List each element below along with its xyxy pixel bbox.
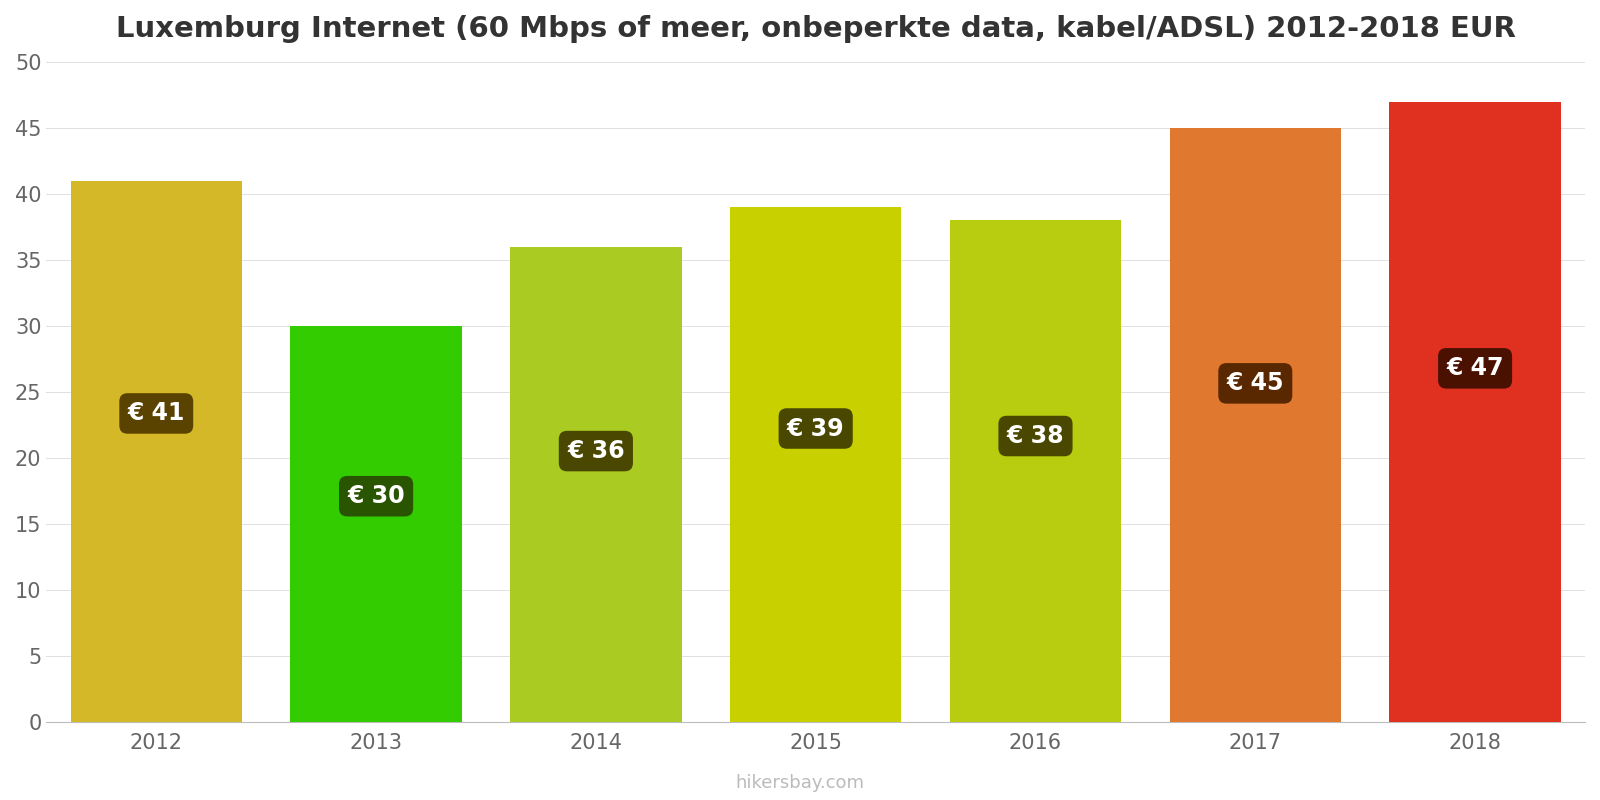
Title: Luxemburg Internet (60 Mbps of meer, onbeperkte data, kabel/ADSL) 2012-2018 EUR: Luxemburg Internet (60 Mbps of meer, onb… xyxy=(115,15,1515,43)
Bar xyxy=(290,326,462,722)
Text: € 47: € 47 xyxy=(1446,356,1504,380)
Text: € 39: € 39 xyxy=(787,417,845,441)
Text: € 41: € 41 xyxy=(128,402,186,426)
Bar xyxy=(730,207,901,722)
Bar xyxy=(1170,128,1341,722)
Bar xyxy=(510,246,682,722)
Text: € 45: € 45 xyxy=(1227,371,1285,395)
Bar xyxy=(70,181,242,722)
Bar xyxy=(1389,102,1562,722)
Text: € 36: € 36 xyxy=(566,439,624,463)
Text: hikersbay.com: hikersbay.com xyxy=(736,774,864,792)
Bar xyxy=(950,220,1122,722)
Text: € 30: € 30 xyxy=(347,484,405,508)
Text: € 38: € 38 xyxy=(1006,424,1064,448)
